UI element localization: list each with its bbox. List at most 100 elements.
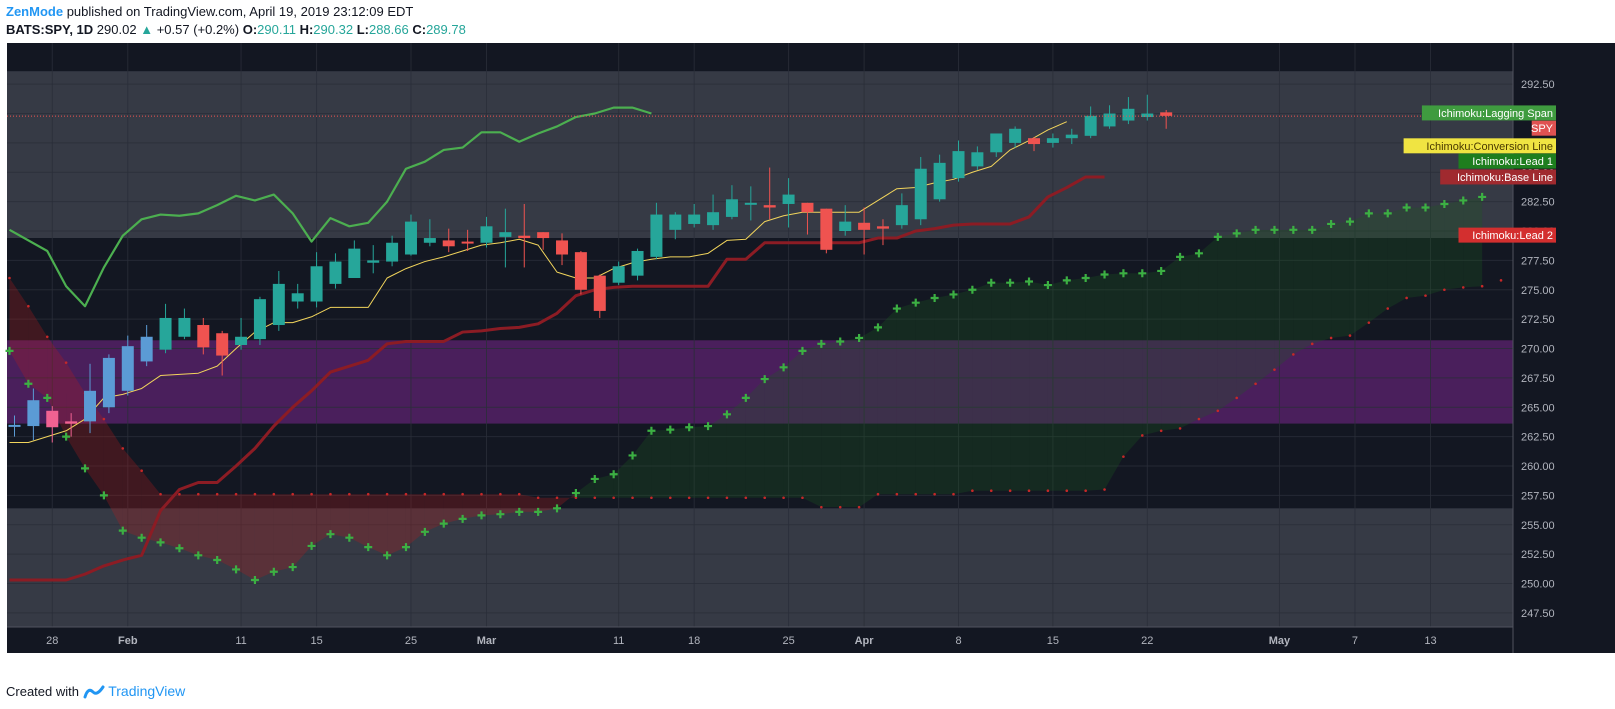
cloud-segment: [1293, 229, 1313, 355]
price-zone: [7, 340, 1513, 424]
cloud-segment: [1444, 200, 1464, 290]
tradingview-brand[interactable]: TradingView: [108, 683, 186, 699]
cloud-segment: [651, 429, 671, 498]
cloud-segment: [1010, 281, 1030, 491]
x-tick-label: Mar: [477, 635, 497, 647]
chart-header: ZenMode published on TradingView.com, Ap…: [6, 3, 1606, 41]
series-label-bg: [1403, 138, 1556, 154]
candle-body: [1122, 108, 1135, 121]
lead-1-point: [892, 304, 901, 313]
candle-body: [27, 400, 40, 427]
publish-line: ZenMode published on TradingView.com, Ap…: [6, 3, 1606, 21]
candle-body: [744, 202, 757, 205]
lead-1-point: [873, 323, 882, 332]
lead-2-point: [310, 492, 313, 496]
lead-1-point: [496, 510, 505, 519]
lead-2-point: [838, 505, 842, 509]
lead-2-point: [1216, 409, 1220, 413]
y-tick-label: 275.00: [1521, 285, 1555, 297]
x-tick-label: 22: [1141, 635, 1153, 647]
lead-1-point: [817, 339, 826, 348]
candle-body: [480, 226, 493, 243]
cloud-segment: [179, 494, 199, 556]
lead-1-point: [24, 379, 33, 388]
candle-body: [404, 221, 417, 255]
candle-body: [121, 346, 134, 391]
candle-body: [820, 208, 833, 250]
x-tick-label: 8: [955, 635, 961, 647]
y-tick-label: 292.50: [1521, 79, 1555, 91]
candle-body: [990, 133, 1003, 153]
y-axis: 292.50290.00287.50285.00282.50280.00277.…: [7, 79, 1555, 620]
lead-2-point: [1046, 489, 1050, 492]
candle-body: [442, 240, 455, 247]
lead-2-point: [1141, 434, 1144, 437]
lead-1-point: [722, 410, 731, 419]
x-tick-label: 25: [782, 635, 794, 647]
cloud-segment: [1066, 278, 1086, 491]
lead-2-point: [744, 496, 748, 500]
candle-body: [1046, 138, 1059, 143]
lagging-span-line: [8, 106, 652, 308]
lead-2-point: [1235, 396, 1238, 400]
candle-body: [348, 248, 361, 279]
candle-body: [253, 299, 266, 340]
x-tick-label: 11: [613, 635, 624, 647]
ohlc-line: BATS:SPY, 1D 290.02 ▲ +0.57 (+0.2%) O:29…: [6, 21, 1606, 39]
low-label: L:: [356, 22, 369, 37]
high-label: H:: [299, 22, 314, 37]
lead-1-point: [1440, 199, 1449, 208]
cloud-segment: [575, 478, 595, 498]
cloud-segment: [443, 494, 463, 524]
lead-2-point: [121, 447, 125, 450]
candle-body: [952, 151, 965, 179]
author-link[interactable]: ZenMode: [6, 4, 64, 19]
cloud-segment: [915, 297, 935, 495]
lead-2-point: [1386, 307, 1390, 310]
candle-body: [46, 410, 59, 428]
series-label-bg: [1440, 169, 1556, 185]
cloud-segment: [349, 494, 369, 548]
ichimoku-candlestick-chart[interactable]: 292.50290.00287.50285.00282.50280.00277.…: [0, 43, 1615, 653]
y-tick-label: 255.00: [1521, 520, 1555, 532]
lead-2-point: [197, 492, 200, 496]
x-tick-label: 15: [310, 635, 322, 647]
lead-2-point: [64, 361, 68, 364]
series-label-lead2: Ichimoku:Lead 2: [1472, 230, 1553, 242]
cloud-segment: [689, 426, 709, 498]
candle-body: [386, 242, 399, 262]
candle-body: [216, 333, 229, 356]
cloud-segment: [481, 494, 501, 516]
x-tick-label: Apr: [855, 635, 875, 647]
lead-1-point: [1289, 225, 1298, 234]
lead-1-point: [930, 293, 939, 302]
lead-2-point: [1329, 336, 1333, 340]
series-label-lead1: Ichimoku:Lead 1: [1472, 156, 1553, 168]
cloud-segment: [1368, 213, 1388, 323]
lead-1-point: [1459, 196, 1468, 205]
lead-2-point: [971, 489, 974, 492]
lead-1-point: [1308, 225, 1317, 234]
lead-1-point: [798, 346, 807, 355]
lead-2-point: [857, 505, 861, 509]
lead-1-point: [666, 425, 675, 434]
ichimoku-cloud: [9, 196, 1483, 580]
candle-body: [1103, 113, 1116, 127]
lead-1-point: [194, 551, 203, 560]
cloud-segment: [1085, 274, 1105, 491]
lead-1-point: [137, 533, 146, 542]
lead-1-point: [968, 285, 977, 294]
lead-1-point: [477, 511, 486, 520]
cloud-segment: [726, 397, 746, 498]
lead-2-point: [1197, 417, 1201, 421]
lead-2-point: [1065, 489, 1069, 492]
candle-body: [895, 205, 908, 226]
series-label-conversion: Ichimoku:Conversion Line: [1426, 141, 1553, 153]
cloud-segment: [821, 341, 841, 508]
lead-2-point: [687, 496, 691, 500]
candle-body: [84, 390, 97, 422]
series-label-bg: [1531, 120, 1556, 136]
lead-1-point: [364, 543, 373, 552]
cloud-segment: [934, 294, 954, 495]
cloud-segment: [972, 282, 992, 491]
